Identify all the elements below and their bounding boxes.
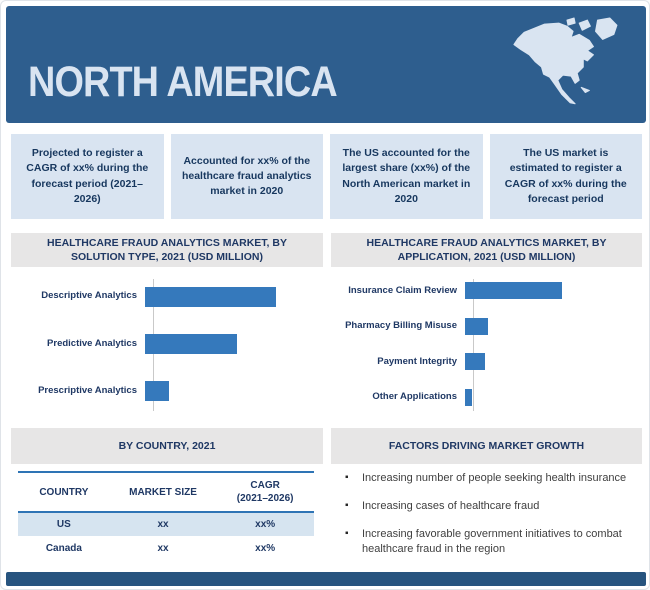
cell-cagr: xx% xyxy=(255,519,276,530)
cell-cagr: xx% xyxy=(255,542,276,554)
cell-country: Canada xyxy=(45,542,82,554)
chart-bar-row: Descriptive Analytics xyxy=(11,286,323,307)
bar-category-label: Insurance Claim Review xyxy=(348,284,457,296)
bar-category-label: Payment Integrity xyxy=(377,355,457,367)
col-header-cagr: CAGR (2021–2026) xyxy=(216,472,314,512)
highlight-box-cagr: Projected to register a CAGR of xx% duri… xyxy=(11,134,164,219)
bar-category-label: Descriptive Analytics xyxy=(41,290,137,302)
highlight-box-us-cagr: The US market is estimated to register a… xyxy=(489,134,642,219)
bar-insurance-claim-review xyxy=(465,282,562,300)
factor-item: Increasing number of people seeking heal… xyxy=(345,471,637,486)
cell-market-size: xx xyxy=(157,519,169,530)
col-header-market-size: MARKET SIZE xyxy=(129,486,197,498)
bar-prescriptive-analytics xyxy=(145,381,169,402)
cell-market-size: xx xyxy=(157,542,169,554)
bar-descriptive-analytics xyxy=(145,286,276,307)
factors-section-title: FACTORS DRIVING MARKET GROWTH xyxy=(331,428,642,464)
highlight-box-share-2020: Accounted for xx% of the healthcare frau… xyxy=(170,134,323,219)
bar-pharmacy-billing-misuse xyxy=(465,317,489,335)
solution-type-bar-chart: Descriptive Analytics Predictive Analytic… xyxy=(11,273,323,415)
chart-bar-row: Payment Integrity xyxy=(331,353,642,371)
bar-other-applications xyxy=(465,388,472,406)
bar-category-label: Other Applications xyxy=(372,391,457,403)
chart-rows: Descriptive Analytics Predictive Analytic… xyxy=(11,273,323,415)
table-header-row: COUNTRY MARKET SIZE CAGR (2021–2026) xyxy=(18,472,314,512)
solution-chart-title: HEALTHCARE FRAUD ANALYTICS MARKET, BY SO… xyxy=(11,233,323,267)
chart-bar-row: Other Applications xyxy=(331,388,642,406)
chart-rows: Insurance Claim Review Pharmacy Billing M… xyxy=(331,273,642,415)
chart-bar-row: Prescriptive Analytics xyxy=(11,381,323,402)
chart-axis-line xyxy=(473,279,474,411)
chart-bar-row: Pharmacy Billing Misuse xyxy=(331,317,642,335)
cell-country: US xyxy=(56,519,71,530)
chart-bar-row: Predictive Analytics xyxy=(11,333,323,354)
highlight-box-us-share: The US accounted for the largest share (… xyxy=(330,134,483,219)
bar-predictive-analytics xyxy=(145,333,237,354)
page-title: NORTH AMERICA xyxy=(28,58,338,106)
bar-category-label: Predictive Analytics xyxy=(47,337,137,349)
factor-item: Increasing favorable government initiati… xyxy=(345,527,637,557)
bar-category-label: Prescriptive Analytics xyxy=(38,385,137,397)
application-bar-chart: Insurance Claim Review Pharmacy Billing M… xyxy=(331,273,642,415)
application-chart-title: HEALTHCARE FRAUD ANALYTICS MARKET, BY AP… xyxy=(331,233,642,267)
factors-list: Increasing number of people seeking heal… xyxy=(345,471,637,569)
table-row-us: US xx xx% xyxy=(18,512,314,536)
table-row-canada: Canada xx xx% xyxy=(18,536,314,560)
footer-band xyxy=(6,572,646,586)
country-table: COUNTRY MARKET SIZE CAGR (2021–2026) US … xyxy=(18,471,314,560)
bar-category-label: Pharmacy Billing Misuse xyxy=(345,320,457,332)
country-section-title: BY COUNTRY, 2021 xyxy=(11,428,323,464)
north-america-map-icon xyxy=(513,17,618,105)
cagr-header-line1: CAGR xyxy=(250,480,280,491)
chart-bar-row: Insurance Claim Review xyxy=(331,282,642,300)
region-header-band: NORTH AMERICA xyxy=(6,6,646,123)
highlight-boxes: Projected to register a CAGR of xx% duri… xyxy=(11,134,642,219)
bar-payment-integrity xyxy=(465,353,486,371)
cagr-header-line2: (2021–2026) xyxy=(236,493,294,504)
factor-item: Increasing cases of healthcare fraud xyxy=(345,499,637,514)
col-header-country: COUNTRY xyxy=(39,486,89,498)
